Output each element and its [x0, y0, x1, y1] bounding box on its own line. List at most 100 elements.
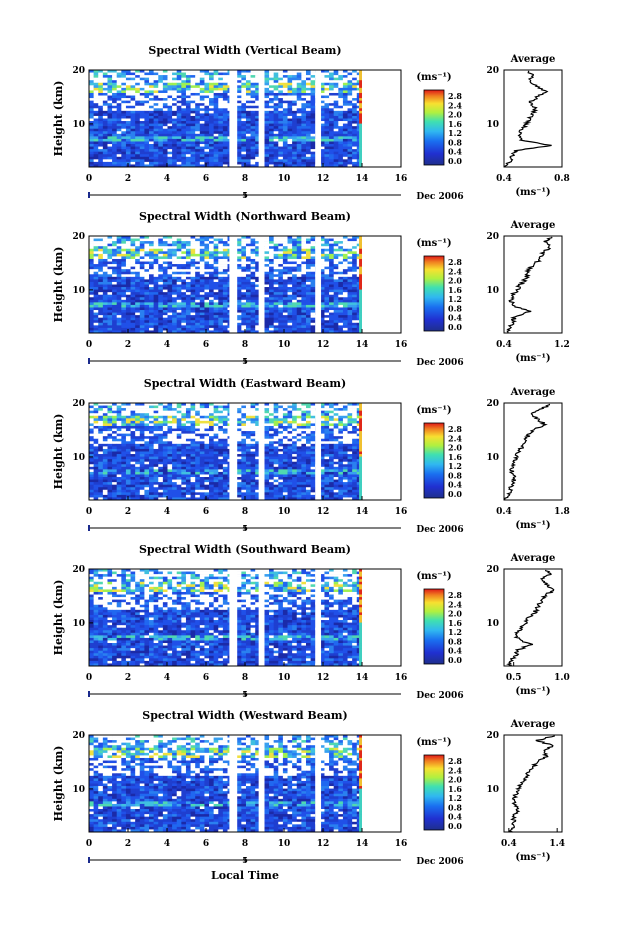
heatmap-cell: [107, 133, 113, 137]
heatmap-cell: [296, 315, 302, 318]
heatmap-cell: [181, 149, 187, 152]
heatmap-cell: [98, 72, 104, 76]
heatmap-cell: [209, 133, 214, 137]
heatmap-cell: [347, 138, 353, 142]
heatmap-cell: [245, 297, 251, 301]
heatmap-cell: [301, 144, 307, 147]
heatmap-cell: [116, 274, 122, 278]
heatmap-cell: [282, 126, 288, 130]
heatmap-cell: [218, 327, 224, 331]
heatmap-cell: [287, 320, 293, 324]
heatmap-cell: [195, 315, 201, 318]
heatmap-cell: [162, 276, 168, 280]
heatmap-cell: [287, 128, 293, 132]
heatmap-cell: [245, 279, 251, 283]
heatmap-cell: [93, 141, 99, 145]
heatmap-cell: [319, 269, 325, 273]
heatmap-cell: [204, 72, 210, 76]
heatmap-cell: [296, 159, 302, 163]
heatmap-cell: [112, 70, 117, 73]
heatmap-cell: [269, 98, 274, 101]
heatmap-cell: [292, 312, 298, 316]
heatmap-cell: [292, 330, 298, 334]
heatmap-cell: [222, 136, 228, 140]
heatmap-cell: [296, 164, 302, 168]
heatmap-cell: [107, 92, 113, 96]
heatmap-cell: [102, 410, 108, 414]
heatmap-cell: [352, 251, 358, 255]
heatmap-cell: [102, 243, 108, 247]
heatmap-cell: [305, 256, 311, 260]
heatmap-cell: [333, 327, 339, 331]
heatmap-cell: [338, 299, 344, 303]
heatmap-cell: [199, 121, 205, 124]
heatmap-cell: [278, 271, 284, 275]
heatmap-cell: [278, 238, 284, 242]
heatmap-cell: [149, 87, 154, 91]
heatmap-cell: [130, 287, 136, 290]
heatmap-cell: [310, 317, 316, 321]
heatmap-cell: [199, 264, 205, 267]
heatmap-cell: [282, 123, 288, 127]
heatmap-cell: [181, 405, 187, 409]
heatmap-cell: [359, 289, 364, 293]
heatmap-cell: [139, 317, 145, 321]
heatmap-cell: [153, 113, 159, 117]
heatmap-cell: [112, 77, 117, 81]
heatmap-cell: [301, 113, 307, 117]
heatmap-cell: [292, 161, 298, 165]
heatmap-cell: [347, 284, 353, 288]
heatmap-cell: [112, 322, 117, 326]
heatmap-cell: [333, 121, 339, 124]
heatmap-cell: [190, 251, 196, 255]
heatmap-cell: [342, 276, 348, 280]
heatmap-cell: [236, 90, 242, 94]
heatmap-cell: [278, 243, 284, 247]
heatmap-cell: [98, 113, 104, 117]
heatmap-cell: [241, 131, 247, 135]
heatmap-cell: [199, 253, 205, 257]
heatmap-cell: [130, 312, 136, 316]
heatmap-cell: [89, 115, 94, 119]
heatmap-cell: [185, 248, 191, 252]
heatmap-cell: [149, 279, 154, 283]
heatmap-cell: [116, 317, 122, 321]
heatmap-cell: [282, 95, 288, 99]
heatmap-cell: [167, 103, 173, 107]
heatmap-cell: [342, 287, 348, 290]
heatmap-cell: [199, 243, 205, 247]
heatmap-cell: [213, 144, 219, 147]
heatmap-cell: [250, 279, 256, 283]
heatmap-cell: [139, 90, 145, 94]
heatmap-cell: [209, 322, 214, 326]
heatmap-cell: [190, 274, 196, 278]
heatmap-cell: [195, 292, 201, 296]
heatmap-cell: [352, 154, 358, 158]
heatmap-cell: [324, 297, 330, 301]
heatmap-cell: [292, 121, 298, 124]
heatmap-cell: [245, 276, 251, 280]
heatmap-cell: [149, 115, 154, 119]
heatmap-cell: [333, 289, 339, 293]
heatmap-cell: [195, 159, 201, 163]
heatmap-cell: [324, 261, 330, 265]
heatmap-cell: [310, 292, 316, 296]
heatmap-cell: [172, 128, 178, 132]
heatmap-cell: [319, 87, 325, 91]
heatmap-cell: [305, 251, 311, 255]
heatmap-cell: [135, 403, 141, 406]
heatmap-cell: [305, 118, 311, 122]
heatmap-cell: [333, 98, 339, 101]
heatmap-cell: [319, 238, 325, 242]
heatmap-cell: [125, 315, 131, 318]
x-tick-label: 2: [125, 340, 131, 350]
heatmap-cell: [144, 144, 150, 147]
heatmap-cell: [319, 164, 325, 168]
heatmap-cell: [218, 299, 224, 303]
heatmap-cell: [144, 108, 150, 112]
heatmap-cell: [282, 284, 288, 288]
heatmap-cell: [301, 307, 307, 311]
heatmap-cell: [121, 238, 127, 242]
heatmap-cell: [167, 292, 173, 296]
average-y-tick-label: 20: [486, 66, 499, 76]
